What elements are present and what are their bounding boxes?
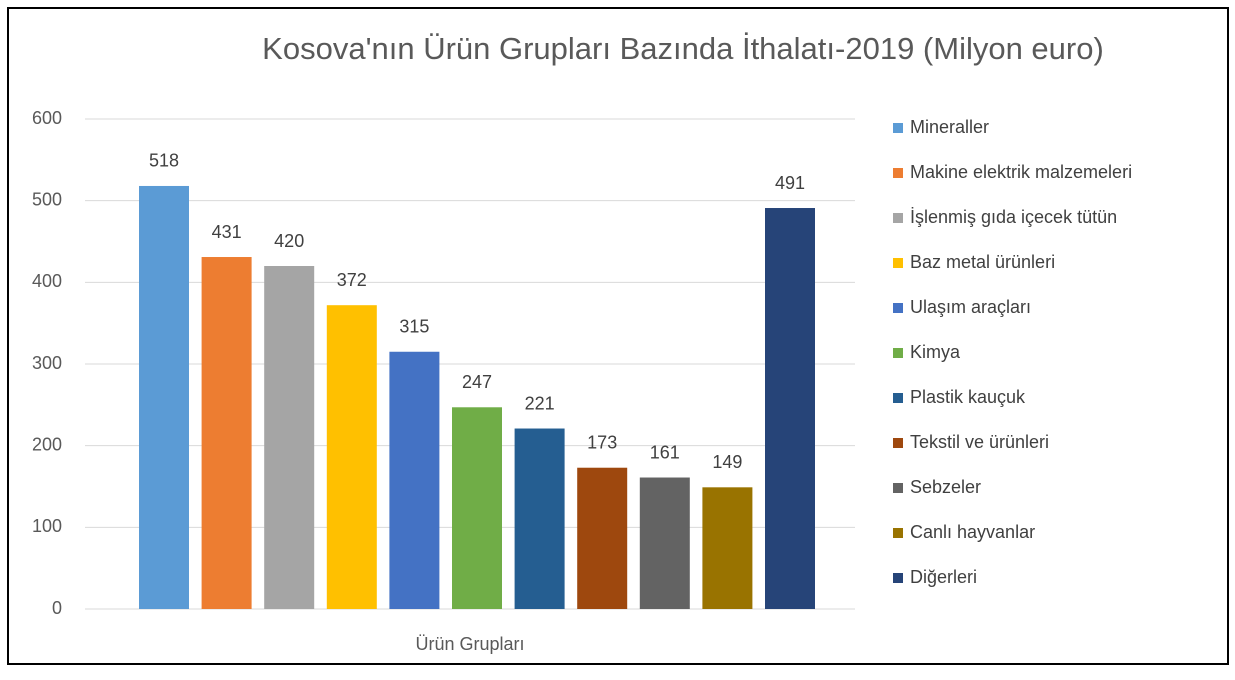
- legend-label: Diğerleri: [910, 567, 977, 587]
- legend-swatch: [893, 348, 903, 358]
- legend-swatch: [893, 213, 903, 223]
- legend-label: Canlı hayvanlar: [910, 522, 1035, 542]
- y-tick-label: 600: [32, 108, 62, 128]
- legend-label: Makine elektrik malzemeleri: [910, 162, 1132, 182]
- y-tick-label: 0: [52, 598, 62, 618]
- legend-swatch: [893, 528, 903, 538]
- bar: [514, 428, 565, 609]
- legend-swatch: [893, 303, 903, 313]
- legend-label: Mineraller: [910, 117, 989, 137]
- data-label: 161: [650, 442, 680, 462]
- y-tick-label: 200: [32, 434, 62, 454]
- legend-label: Sebzeler: [910, 477, 981, 497]
- bar: [264, 266, 315, 609]
- data-label: 221: [525, 393, 555, 413]
- legend-label: Tekstil ve ürünleri: [910, 432, 1049, 452]
- y-tick-label: 300: [32, 353, 62, 373]
- legend-label: Kimya: [910, 342, 961, 362]
- legend-swatch: [893, 573, 903, 583]
- data-label: 431: [212, 222, 242, 242]
- legend-swatch: [893, 483, 903, 493]
- y-tick-label: 400: [32, 271, 62, 291]
- bar: [577, 467, 628, 609]
- bar: [389, 351, 440, 609]
- bar: [139, 185, 189, 609]
- chart-title: Kosova'nın Ürün Grupları Bazında İthalat…: [262, 31, 1104, 66]
- bar: [326, 305, 377, 609]
- legend-label: Baz metal ürünleri: [910, 252, 1055, 272]
- y-tick-label: 100: [32, 516, 62, 536]
- data-label: 149: [712, 452, 742, 472]
- bar: [201, 257, 252, 609]
- data-label: 420: [274, 231, 304, 251]
- legend-swatch: [893, 168, 903, 178]
- data-label: 173: [587, 432, 617, 452]
- y-tick-label: 500: [32, 189, 62, 209]
- legend-swatch: [893, 258, 903, 268]
- data-label: 491: [775, 173, 805, 193]
- data-label: 518: [149, 151, 179, 171]
- legend-label: Plastik kauçuk: [910, 387, 1026, 407]
- data-label: 315: [399, 317, 429, 337]
- legend-swatch: [893, 123, 903, 133]
- legend-swatch: [893, 438, 903, 448]
- x-tick-label: Ürün Grupları: [415, 634, 524, 654]
- bar: [765, 208, 815, 609]
- legend-swatch: [893, 393, 903, 403]
- bar: [702, 487, 753, 609]
- data-label: 372: [337, 270, 367, 290]
- data-label: 247: [462, 372, 492, 392]
- legend-label: İşlenmiş gıda içecek tütün: [910, 207, 1117, 227]
- legend-label: Ulaşım araçları: [910, 297, 1031, 317]
- bar: [452, 407, 502, 609]
- bar: [639, 477, 690, 609]
